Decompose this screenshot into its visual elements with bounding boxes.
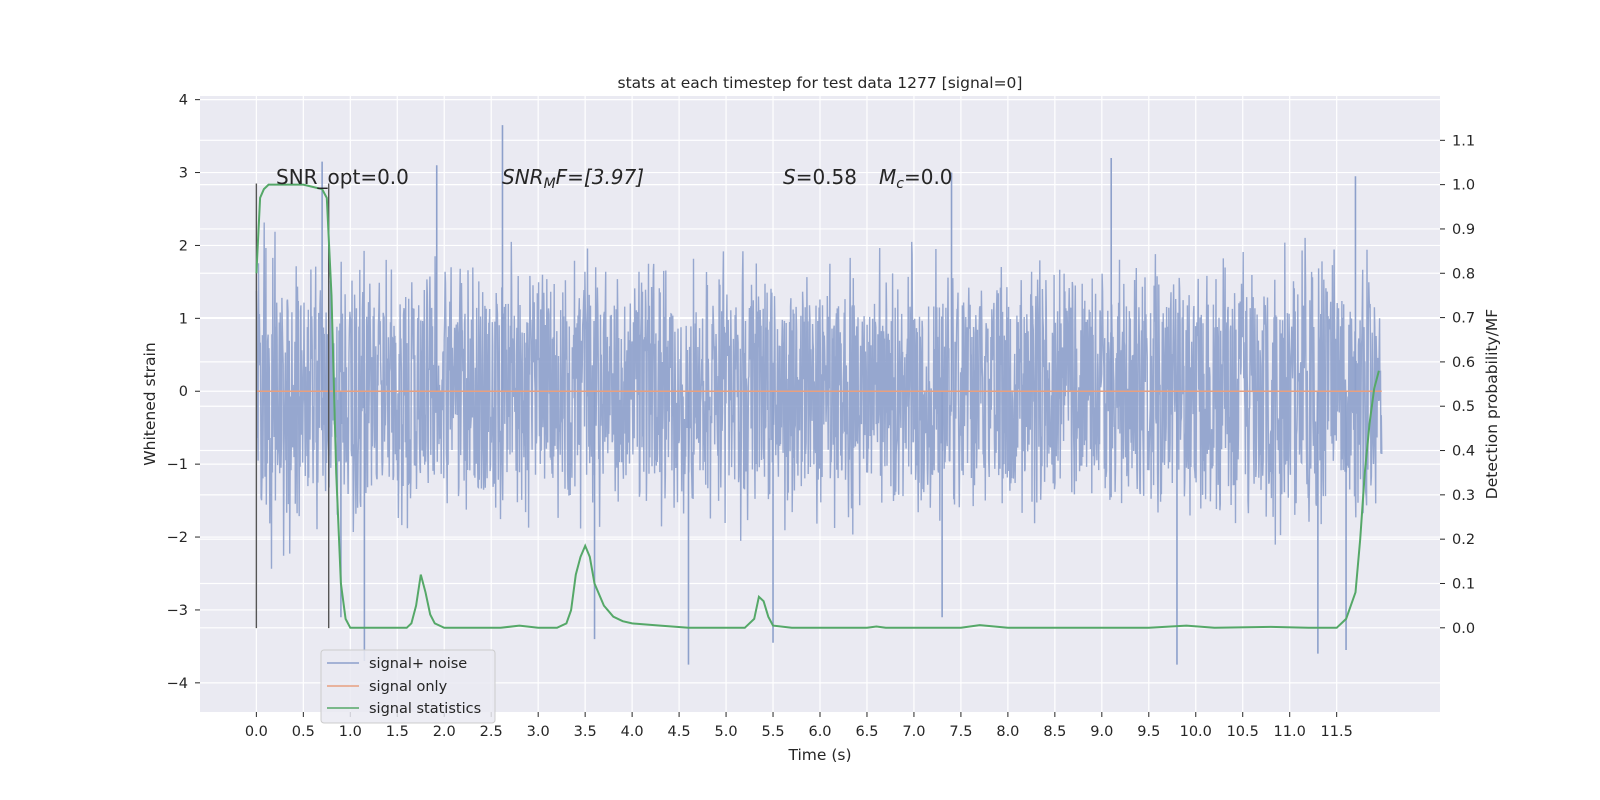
axes: 0.0 0.5 1.0 1.5 2.0 2.5 3.0 3.5 4.0 4.5 5.0 5.5 6.0 6… (167, 93, 1475, 740)
mc-value: =0.0 (904, 165, 953, 189)
snr-mf-sub: M (544, 176, 556, 192)
legend-box (320, 649, 496, 724)
legend-label-signal: signal only (369, 679, 448, 695)
y-right-tick-label: 0.8 (1452, 266, 1475, 282)
y-right-tick-label: 0.1 (1452, 576, 1475, 592)
noise-trace (255, 125, 1383, 665)
signal-statistics-line (255, 183, 1380, 629)
y-tick-label: 0 (179, 384, 188, 400)
mc-sub: c (896, 176, 904, 192)
annotation-mc: Mc=0.0 (879, 165, 953, 192)
x-tick-label: 11.0 (1274, 724, 1306, 740)
x-tick-label: 10.0 (1180, 724, 1212, 740)
annotation-s: S=0.58 (783, 165, 857, 189)
y-right-tick-label: 0.5 (1452, 399, 1475, 415)
s-letter: S (783, 165, 796, 189)
y-tick-label: 4 (179, 93, 188, 109)
x-tick-label: 2.0 (433, 724, 456, 740)
y-tick-label: −1 (167, 457, 188, 473)
x-tick-label: 9.0 (1090, 724, 1113, 740)
y-axis-right-label: Detection probability/MF (1483, 309, 1501, 500)
annotation-snr-opt: SNR_opt=0.0 (276, 165, 409, 189)
x-tick-label: 0.0 (245, 724, 268, 740)
snr-mf-prefix: SNR (502, 165, 544, 189)
x-tick-label: 1.5 (386, 724, 409, 740)
y-tick-label: −4 (167, 676, 188, 692)
x-tick-label: 7.0 (902, 724, 925, 740)
legend-label-stats: signal statistics (369, 701, 481, 717)
y-right-tick-label: 0.2 (1452, 532, 1475, 548)
y-axis-label: Whitened strain (141, 342, 159, 465)
x-tick-label: 10.5 (1227, 724, 1259, 740)
x-tick-label: 4.0 (621, 724, 644, 740)
snr-mf-suffix-letter: F=[3.97] (556, 165, 644, 189)
x-tick-label: 6.0 (808, 724, 831, 740)
chart-title: stats at each timestep for test data 127… (618, 74, 1023, 92)
x-tick-label: 7.5 (949, 724, 972, 740)
x-tick-label: 6.5 (855, 724, 878, 740)
y-right-tick-label: 0.0 (1452, 621, 1475, 637)
x-tick-label: 8.5 (1043, 724, 1066, 740)
y-right-tick-label: 0.9 (1452, 222, 1475, 238)
y-right-tick-label: 1.0 (1452, 178, 1475, 194)
y-tick-label: 2 (179, 238, 188, 254)
annotation-snr-mf: SNRMF=[3.97] (502, 165, 644, 192)
x-tick-label: 3.0 (527, 724, 550, 740)
y-tick-label: 3 (179, 166, 188, 182)
y-right-tick-label: 0.7 (1452, 311, 1475, 327)
mc-letter: M (879, 165, 896, 189)
x-tick-label: 3.5 (574, 724, 597, 740)
legend: signal+ noise signal only signal statist… (320, 649, 496, 724)
y-tick-label: −3 (167, 603, 188, 619)
signal-noise-line (255, 222, 1383, 569)
x-tick-label: 2.5 (480, 724, 503, 740)
x-tick-label: 9.5 (1137, 724, 1160, 740)
x-tick-label: 11.5 (1321, 724, 1353, 740)
y-tick-label: −2 (167, 530, 188, 546)
s-value: =0.58 (796, 165, 857, 189)
x-tick-label: 1.0 (339, 724, 362, 740)
y-right-tick-label: 0.6 (1452, 355, 1475, 371)
x-tick-label: 4.5 (668, 724, 691, 740)
x-axis-label: Time (s) (787, 746, 851, 764)
y-right-tick-label: 1.1 (1452, 133, 1475, 149)
y-right-tick-label: 0.3 (1452, 488, 1475, 504)
overlays (255, 183, 1382, 629)
x-tick-label: 8.0 (996, 724, 1019, 740)
x-tick-label: 0.5 (292, 724, 315, 740)
y-tick-label: 1 (179, 311, 188, 327)
x-tick-label: 5.5 (761, 724, 784, 740)
x-tick-label: 5.0 (715, 724, 738, 740)
y-right-tick-label: 0.4 (1452, 444, 1475, 460)
legend-label-noise: signal+ noise (369, 656, 467, 672)
